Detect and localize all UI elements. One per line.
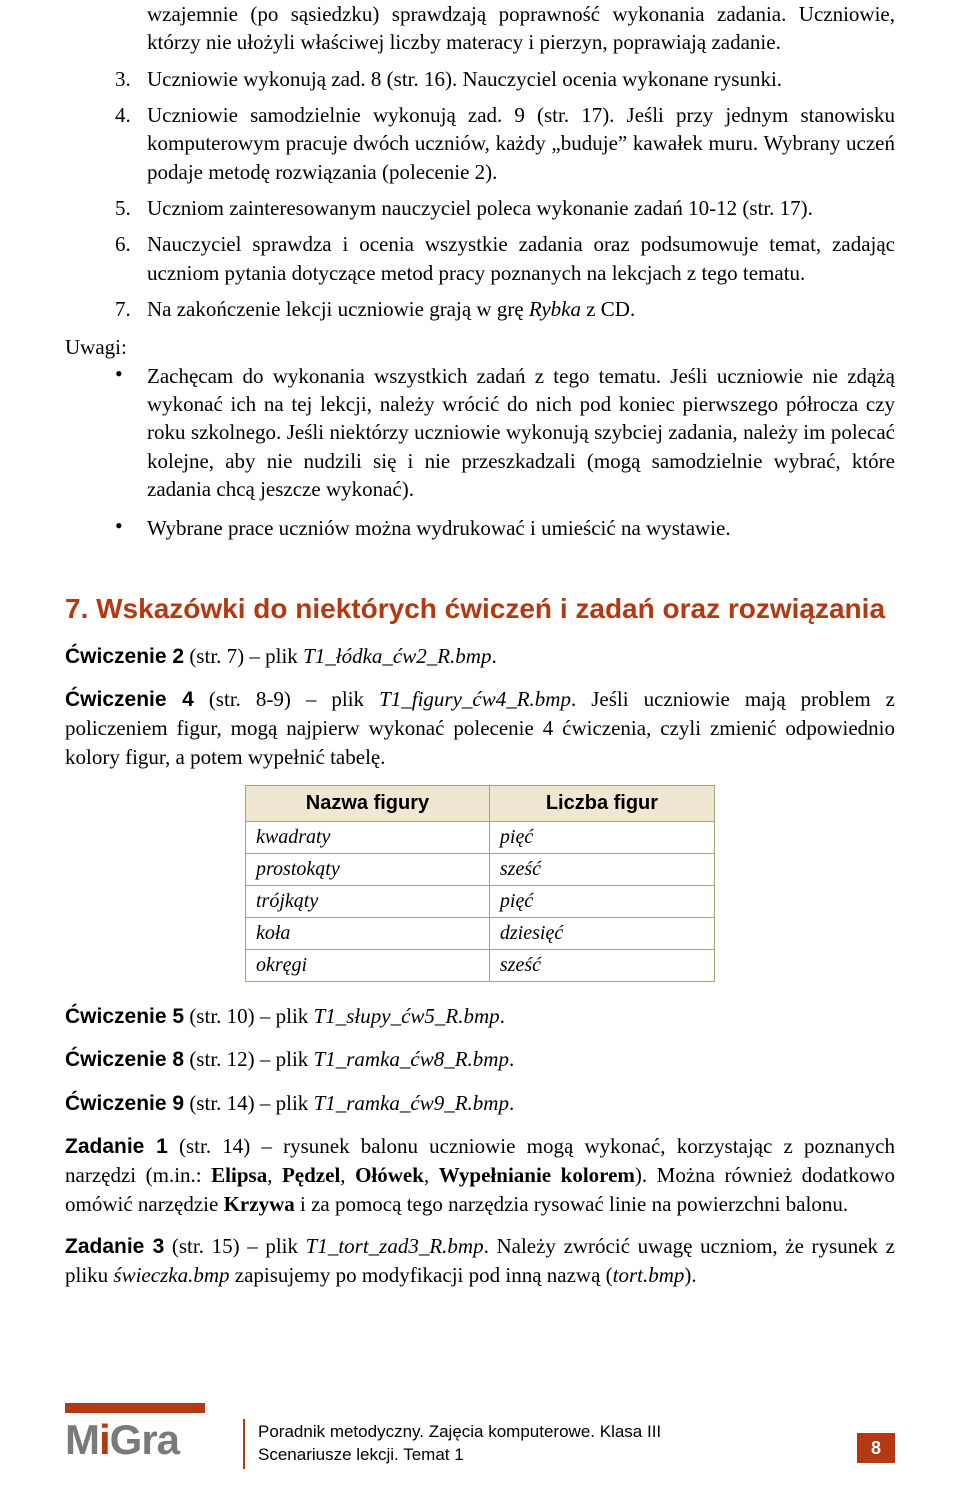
table-cell: sześć xyxy=(489,854,714,886)
bullet-text: Wybrane prace uczniów można wydrukować i… xyxy=(147,514,895,542)
item-number: 6. xyxy=(115,230,147,287)
bullet-icon: • xyxy=(115,514,147,542)
footer-line-1: Poradnik metodyczny. Zajęcia komputerowe… xyxy=(258,1421,661,1444)
table-cell: dziesięć xyxy=(489,918,714,950)
exercise-paragraph: Ćwiczenie 9 (str. 14) – plik T1_ramka_ćw… xyxy=(65,1089,895,1118)
table-header: Liczba figur xyxy=(489,786,714,822)
table-row: trójkątypięć xyxy=(246,886,715,918)
item-number xyxy=(115,0,147,57)
footer-text: Poradnik metodyczny. Zajęcia komputerowe… xyxy=(258,1421,661,1467)
numbered-item: 6.Nauczyciel sprawdza i ocenia wszystkie… xyxy=(115,230,895,287)
item-text: Nauczyciel sprawdza i ocenia wszystkie z… xyxy=(147,230,895,287)
exercise-paragraph: Zadanie 3 (str. 15) – plik T1_tort_zad3_… xyxy=(65,1232,895,1290)
exercise-paragraph: Ćwiczenie 2 (str. 7) – plik T1_łódka_ćw2… xyxy=(65,642,895,671)
numbered-item: 3.Uczniowie wykonują zad. 8 (str. 16). N… xyxy=(115,65,895,93)
item-text: wzajemnie (po sąsiedzku) sprawdzają popr… xyxy=(147,0,895,57)
exercise-paragraph: Ćwiczenie 8 (str. 12) – plik T1_ramka_ćw… xyxy=(65,1045,895,1074)
figures-table: Nazwa figuryLiczba figur kwadratypięćpro… xyxy=(245,785,715,982)
table-cell: koła xyxy=(246,918,490,950)
section-title: 7. Wskazówki do niektórych ćwiczeń i zad… xyxy=(65,590,895,628)
exercise-paragraph: Ćwiczenie 4 (str. 8-9) – plik T1_figury_… xyxy=(65,685,895,771)
item-number: 5. xyxy=(115,194,147,222)
table-row: koładziesięć xyxy=(246,918,715,950)
bullet-item: •Wybrane prace uczniów można wydrukować … xyxy=(115,514,895,542)
numbered-item: 7.Na zakończenie lekcji uczniowie grają … xyxy=(115,295,895,323)
item-number: 7. xyxy=(115,295,147,323)
item-text: Uczniowie wykonują zad. 8 (str. 16). Nau… xyxy=(147,65,895,93)
item-text: Na zakończenie lekcji uczniowie grają w … xyxy=(147,295,895,323)
table-cell: okręgi xyxy=(246,950,490,982)
table-cell: kwadraty xyxy=(246,822,490,854)
exercise-paragraph: Ćwiczenie 5 (str. 10) – plik T1_słupy_ćw… xyxy=(65,1002,895,1031)
exercise-paragraph: Zadanie 1 (str. 14) – rysunek balonu ucz… xyxy=(65,1132,895,1218)
table-cell: pięć xyxy=(489,886,714,918)
table-cell: pięć xyxy=(489,822,714,854)
item-text: Uczniowie samodzielnie wykonują zad. 9 (… xyxy=(147,101,895,186)
table-cell: trójkąty xyxy=(246,886,490,918)
table-cell: sześć xyxy=(489,950,714,982)
item-number: 4. xyxy=(115,101,147,186)
numbered-item: 4.Uczniowie samodzielnie wykonują zad. 9… xyxy=(115,101,895,186)
bullet-text: Zachęcam do wykonania wszystkich zadań z… xyxy=(147,362,895,504)
footer-divider xyxy=(243,1419,245,1469)
item-number: 3. xyxy=(115,65,147,93)
migra-logo: MiGra xyxy=(65,1412,179,1469)
page-number: 8 xyxy=(857,1433,895,1463)
page-footer: MiGra Poradnik metodyczny. Zajęcia kompu… xyxy=(0,1399,960,1469)
table-cell: prostokąty xyxy=(246,854,490,886)
numbered-item: wzajemnie (po sąsiedzku) sprawdzają popr… xyxy=(115,0,895,57)
table-row: prostokątysześć xyxy=(246,854,715,886)
bullet-icon: • xyxy=(115,362,147,504)
numbered-item: 5.Uczniom zainteresowanym nauczyciel pol… xyxy=(115,194,895,222)
table-header: Nazwa figury xyxy=(246,786,490,822)
table-row: okręgisześć xyxy=(246,950,715,982)
bullet-item: •Zachęcam do wykonania wszystkich zadań … xyxy=(115,362,895,504)
notes-label: Uwagi: xyxy=(65,333,895,361)
footer-line-2: Scenariusze lekcji. Temat 1 xyxy=(258,1444,661,1467)
item-text: Uczniom zainteresowanym nauczyciel polec… xyxy=(147,194,895,222)
table-row: kwadratypięć xyxy=(246,822,715,854)
